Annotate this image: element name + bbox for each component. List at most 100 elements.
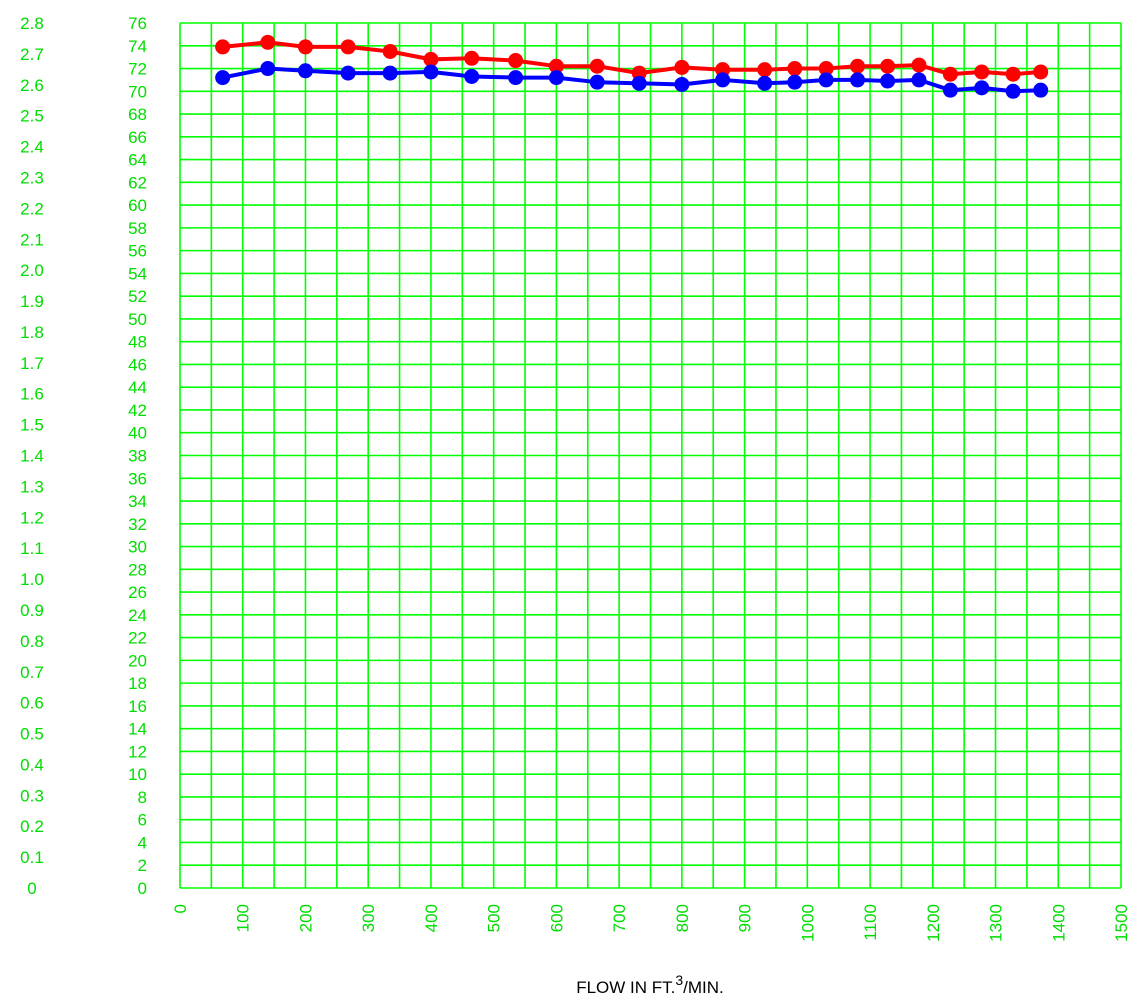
y-tick-label: 10 (128, 765, 147, 784)
y2-tick-label: 0 (27, 879, 36, 898)
y-tick-label: 14 (128, 720, 147, 739)
data-point (341, 66, 356, 81)
y-tick-label: 12 (128, 742, 147, 761)
y2-tick-label: 0.8 (20, 632, 44, 651)
y-tick-label: 44 (128, 378, 147, 397)
y-tick-label: 68 (128, 105, 147, 124)
data-point (880, 74, 895, 89)
data-point (943, 67, 958, 82)
x-tick-label: 1200 (924, 904, 943, 942)
x-tick-label: 400 (422, 904, 441, 932)
data-point (974, 80, 989, 95)
x-axis-label-suffix: /MIN. (683, 978, 724, 997)
y-tick-label: 8 (138, 788, 147, 807)
y-tick-label: 32 (128, 515, 147, 534)
y2-tick-label: 1.1 (20, 539, 44, 558)
data-point (298, 39, 313, 54)
x-axis-label: FLOW IN FT.3/MIN. (576, 972, 724, 997)
y2-tick-label: 0.6 (20, 694, 44, 713)
y-tick-label: 40 (128, 424, 147, 443)
series-lines (215, 35, 1048, 99)
data-point (880, 59, 895, 74)
y2-tick-label: 1.7 (20, 354, 44, 373)
y-tick-label: 60 (128, 196, 147, 215)
y-tick-label: 72 (128, 60, 147, 79)
x-tick-label: 800 (673, 904, 692, 932)
data-point (464, 51, 479, 66)
y-tick-label: 18 (128, 674, 147, 693)
y2-tick-label: 1.9 (20, 292, 44, 311)
x-axis-ticks: 0 100 200 300 400 500 600 700 800 900 1000 1100 1200… (171, 904, 1131, 942)
data-point (260, 35, 275, 50)
y-tick-label: 4 (138, 833, 147, 852)
y2-tick-label: 0.7 (20, 663, 44, 682)
data-point (508, 53, 523, 68)
data-point (1033, 64, 1048, 79)
x-tick-label: 1300 (987, 904, 1006, 942)
data-point (464, 69, 479, 84)
x-tick-label: 700 (610, 904, 629, 932)
data-point (423, 64, 438, 79)
data-point (787, 61, 802, 76)
y2-tick-label: 0.5 (20, 725, 44, 744)
y2-tick-label: 1.8 (20, 323, 44, 342)
y2-axis-ticks: 0 0.1 0.2 0.3 0.4 0.5 0.6 0.7 0.8 0.9 1.0 1.1 1.2 1.3… (20, 14, 44, 898)
data-point (911, 72, 926, 87)
y-tick-label: 52 (128, 287, 147, 306)
x-tick-label: 200 (296, 904, 315, 932)
y-tick-label: 24 (128, 606, 147, 625)
x-tick-label: 1400 (1049, 904, 1068, 942)
data-point (819, 72, 834, 87)
y2-tick-label: 1.3 (20, 477, 44, 496)
data-point (590, 75, 605, 90)
y2-tick-label: 0.1 (20, 848, 44, 867)
y2-tick-label: 2.8 (20, 14, 44, 33)
y2-tick-label: 0.4 (20, 755, 44, 774)
y-tick-label: 50 (128, 310, 147, 329)
data-point (215, 70, 230, 85)
y-tick-label: 76 (128, 14, 147, 33)
y-tick-label: 34 (128, 492, 147, 511)
y-tick-label: 58 (128, 219, 147, 238)
data-point (850, 59, 865, 74)
y-tick-label: 64 (128, 151, 147, 170)
x-tick-label: 100 (234, 904, 253, 932)
x-axis-label-main: FLOW IN FT. (576, 978, 675, 997)
y2-tick-label: 2.1 (20, 230, 44, 249)
y-tick-label: 62 (128, 173, 147, 192)
data-point (215, 39, 230, 54)
data-point (260, 61, 275, 76)
data-point (674, 77, 689, 92)
y2-tick-label: 2.3 (20, 168, 44, 187)
y2-tick-label: 0.2 (20, 817, 44, 836)
y-axis-ticks: 0246810121416182022242628303234363840424… (128, 14, 147, 898)
data-point (715, 72, 730, 87)
y2-tick-label: 1.2 (20, 508, 44, 527)
data-point (549, 70, 564, 85)
y-tick-label: 0 (138, 879, 147, 898)
x-tick-label: 1000 (798, 904, 817, 942)
data-point (383, 44, 398, 59)
data-point (674, 60, 689, 75)
y-tick-label: 22 (128, 629, 147, 648)
x-tick-label: 1500 (1112, 904, 1131, 942)
x-axis-label-sup: 3 (675, 972, 683, 988)
data-point (590, 59, 605, 74)
data-point (632, 76, 647, 91)
y2-tick-label: 2.2 (20, 199, 44, 218)
x-tick-label: 600 (547, 904, 566, 932)
y-tick-label: 16 (128, 697, 147, 716)
y-tick-label: 36 (128, 469, 147, 488)
data-point (383, 66, 398, 81)
y-tick-label: 26 (128, 583, 147, 602)
x-tick-label: 0 (171, 904, 190, 913)
data-point (757, 62, 772, 77)
grid (180, 23, 1121, 888)
y-tick-label: 30 (128, 538, 147, 557)
y2-tick-label: 1.4 (20, 447, 44, 466)
y2-tick-label: 1.6 (20, 385, 44, 404)
data-point (757, 76, 772, 91)
x-tick-label: 500 (485, 904, 504, 932)
y2-tick-label: 2.7 (20, 45, 44, 64)
